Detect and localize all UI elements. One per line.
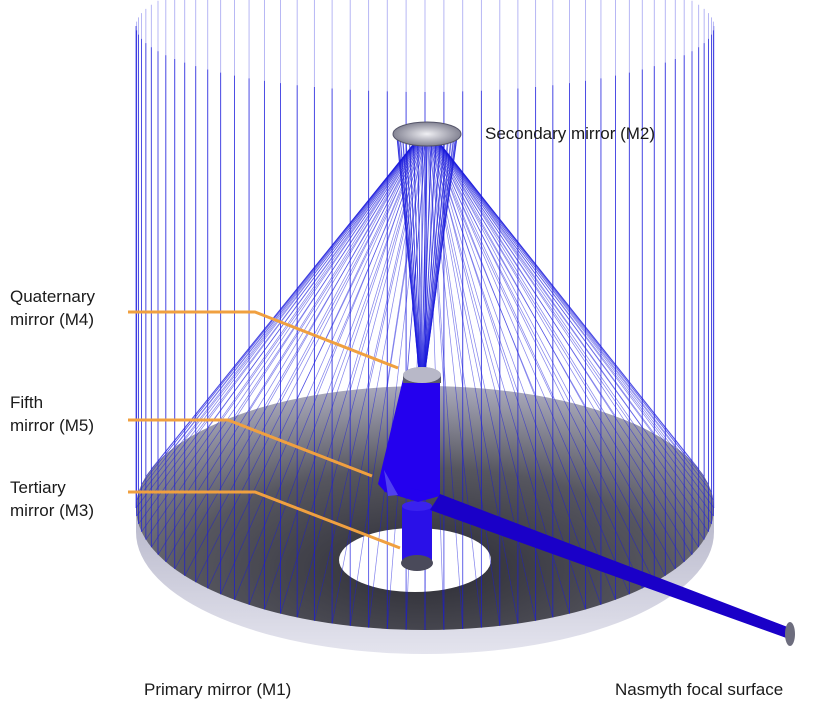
converging-ray	[135, 136, 420, 509]
converging-ray	[234, 136, 423, 417]
converging-ray	[431, 136, 586, 407]
inner-ray	[402, 134, 420, 373]
inner-ray	[405, 133, 421, 373]
converging-ray	[433, 136, 666, 441]
converging-ray	[184, 136, 421, 576]
tertiary-mirror	[401, 501, 433, 571]
converging-ray	[386, 136, 427, 388]
converging-ray	[184, 136, 421, 441]
tertiary-label-line2: mirror (M3)	[10, 501, 95, 520]
nasmyth-focal-surface-label: Nasmyth focal surface	[615, 680, 784, 699]
quaternary-mirror-label: Quaternary mirror (M4)	[10, 285, 95, 331]
leader-lines	[128, 310, 401, 550]
converging-ray	[220, 136, 422, 422]
secondary-mirror-label: Secondary mirror (M2)	[485, 124, 656, 143]
converging-ray	[280, 136, 424, 614]
inner-ray	[424, 137, 458, 373]
inner-ray	[423, 133, 449, 373]
leader-line-m5	[128, 418, 373, 478]
converging-ray	[405, 136, 427, 387]
converging-ray	[433, 136, 655, 434]
inner-ray	[422, 132, 442, 373]
converging-ray	[430, 136, 570, 403]
converging-ray	[431, 136, 602, 605]
quaternary-mirror	[403, 367, 441, 383]
converging-ray	[433, 136, 676, 448]
converging-ray	[434, 136, 693, 555]
converging-ray	[234, 136, 423, 600]
quaternary-label-line1: Quaternary	[10, 287, 96, 306]
inner-ray	[408, 133, 421, 373]
converging-ray	[431, 136, 616, 417]
fifth-mirror	[378, 375, 440, 502]
converging-ray	[368, 136, 426, 389]
converging-ray	[428, 136, 501, 626]
tertiary-label-line1: Tertiary	[10, 478, 66, 497]
converging-ray	[432, 136, 630, 595]
converging-ray	[433, 136, 666, 576]
leader-line-m4	[128, 310, 399, 370]
secondary-mirror	[392, 121, 462, 147]
nasmyth-focal-surface	[785, 622, 795, 646]
inner-ray	[398, 136, 420, 373]
quaternary-label-line2: mirror (M4)	[10, 310, 95, 329]
converging-ray	[157, 136, 420, 555]
converging-ray	[433, 136, 655, 583]
inner-ray	[399, 135, 420, 373]
converging-ray	[248, 136, 423, 412]
converging-ray	[264, 136, 423, 407]
inner-ray	[417, 132, 422, 373]
converging-ray	[431, 136, 602, 412]
inner-ray	[422, 132, 433, 373]
converging-ray	[280, 136, 424, 403]
primary-mirror-label: Primary mirror (M1)	[144, 680, 292, 699]
converging-ray	[136, 136, 420, 517]
inner-ray	[412, 132, 422, 373]
inner-ray	[421, 132, 423, 373]
fifth-label-line2: mirror (M5)	[10, 416, 95, 435]
fifth-label-line1: Fifth	[10, 393, 44, 412]
converging-ray	[296, 136, 424, 618]
converging-ray	[430, 136, 570, 614]
leader-line-m3	[128, 490, 401, 550]
secondary-to-quaternary-rays	[396, 131, 458, 373]
converging-ray	[432, 136, 643, 428]
converging-ray	[248, 136, 423, 605]
converging-ray	[157, 136, 420, 462]
incoming-rays-front	[135, 26, 714, 630]
tertiary-mirror-label: Tertiary mirror (M3)	[10, 476, 94, 522]
converging-ray	[195, 136, 421, 434]
converging-ray	[427, 136, 464, 629]
fifth-mirror-label: Fifth mirror (M5)	[10, 391, 94, 437]
inner-ray	[424, 134, 452, 373]
converging-ray	[432, 136, 643, 589]
converging-ray	[220, 136, 422, 595]
converging-ray	[432, 136, 630, 422]
converging-ray	[331, 136, 425, 393]
inner-ray	[423, 133, 446, 373]
inner-ray	[424, 135, 455, 373]
inner-ray	[421, 131, 428, 373]
